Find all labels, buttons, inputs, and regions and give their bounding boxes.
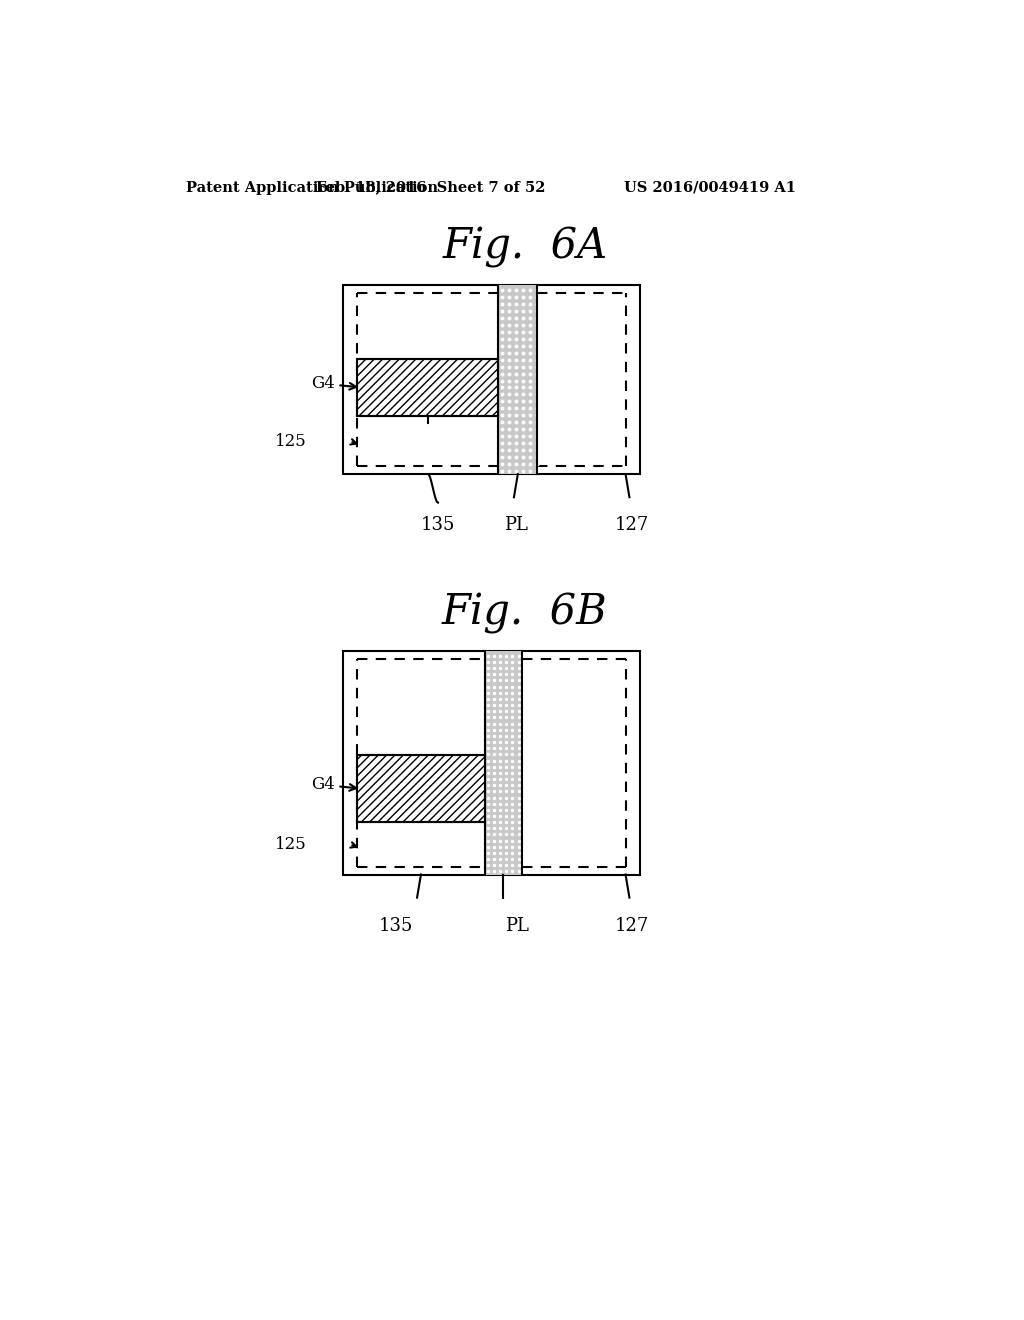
Bar (357, 755, 484, 822)
Text: 135: 135 (421, 516, 456, 535)
Text: Fig.  6B: Fig. 6B (442, 591, 607, 634)
Text: Patent Application Publication: Patent Application Publication (186, 181, 438, 194)
Text: 125: 125 (275, 433, 307, 450)
Text: PL: PL (505, 917, 528, 935)
Bar (499, 285, 538, 474)
Bar (343, 285, 640, 474)
Text: Fig.  6A: Fig. 6A (442, 226, 607, 268)
Bar (343, 651, 640, 875)
Text: PL: PL (505, 516, 528, 535)
Text: 127: 127 (614, 516, 649, 535)
Text: Feb. 18, 2016  Sheet 7 of 52: Feb. 18, 2016 Sheet 7 of 52 (315, 181, 545, 194)
Text: G4: G4 (311, 776, 356, 793)
Text: G4: G4 (311, 375, 356, 392)
Text: 125: 125 (275, 836, 307, 853)
Bar (484, 651, 521, 875)
Text: US 2016/0049419 A1: US 2016/0049419 A1 (624, 181, 796, 194)
Bar (357, 359, 499, 416)
Text: 127: 127 (614, 917, 649, 935)
Text: 135: 135 (379, 917, 414, 935)
